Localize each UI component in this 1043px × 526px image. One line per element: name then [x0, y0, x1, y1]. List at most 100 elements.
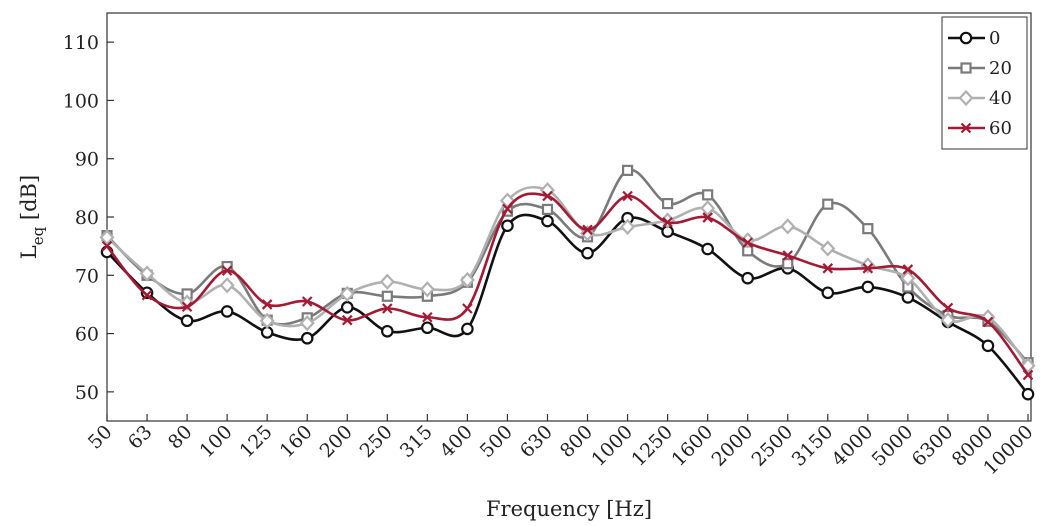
data-point: [862, 223, 874, 235]
data-point: [900, 270, 916, 287]
data-point: [742, 237, 753, 248]
legend-label: 0: [989, 28, 1000, 49]
data-point: [101, 240, 113, 252]
y-axis: 50 60 70 80 90 100 110: [63, 32, 114, 404]
data-point: [1021, 387, 1035, 401]
data-point: [141, 289, 153, 301]
legend-label: 40: [989, 88, 1012, 109]
x-tick-label: 5000: [868, 421, 918, 471]
y-tick-label: 80: [75, 207, 99, 229]
data-point: [822, 198, 834, 210]
x-tick-label: 2000: [707, 421, 757, 471]
data-point: [782, 250, 794, 261]
data-point: [940, 312, 956, 329]
series-60: [101, 190, 1034, 381]
data-point: [702, 189, 714, 201]
data-point: [620, 218, 636, 236]
series-line: [106, 213, 1030, 396]
legend-item: 40: [948, 88, 1012, 109]
data-point: [419, 281, 435, 298]
legend-item: 20: [948, 58, 1012, 79]
data-point: [462, 303, 473, 314]
y-tick-label: 50: [75, 382, 99, 404]
data-point: [259, 312, 275, 329]
data-point: [501, 219, 514, 233]
data-point: [700, 200, 716, 217]
x-tick-label: 1250: [627, 421, 677, 471]
data-point: [901, 291, 915, 304]
data-point: [862, 263, 874, 274]
y-tick-label: 60: [75, 324, 99, 346]
data-point: [339, 285, 355, 303]
data-point: [582, 224, 593, 236]
data-point: [1022, 369, 1034, 381]
data-point: [300, 331, 314, 345]
data-point: [662, 216, 673, 228]
x-tick-label: 1000: [587, 421, 637, 471]
x-tick-label: 500: [476, 421, 517, 462]
x-tick-label: 80: [164, 421, 197, 454]
x-tick-label: 50: [84, 421, 117, 454]
data-point: [780, 218, 796, 235]
data-point: [741, 271, 754, 285]
y-tick-label: 70: [75, 265, 99, 287]
data-point: [220, 305, 234, 318]
legend-label: 20: [989, 58, 1012, 79]
data-point: [981, 339, 995, 353]
data-point: [459, 271, 475, 289]
data-point: [662, 197, 674, 210]
data-point: [180, 314, 194, 328]
legend-item: 60: [948, 118, 1012, 139]
x-tick-label: 630: [516, 421, 557, 462]
x-axis-label: Frequency [Hz]: [486, 497, 652, 521]
x-tick-label: 250: [356, 421, 397, 462]
data-point: [381, 290, 393, 302]
series-layer: [99, 164, 1036, 401]
legend-swatch-marker: [960, 122, 972, 134]
data-point: [219, 277, 235, 294]
data-point: [541, 203, 554, 216]
data-point: [502, 203, 513, 215]
x-tick-label: 4000: [828, 421, 878, 471]
data-point: [261, 299, 273, 310]
y-tick-label: 90: [75, 149, 99, 171]
legend-swatch-marker: [960, 62, 972, 74]
data-point: [621, 164, 634, 176]
data-point: [181, 301, 193, 313]
legend-swatch-marker: [958, 89, 974, 107]
data-point: [702, 212, 713, 223]
x-tick-label: 200: [316, 421, 357, 462]
x-axis: 50 63 801001251602002503154005006308001000…: [84, 414, 1038, 479]
data-point: [542, 190, 553, 202]
legend-swatch-marker: [959, 31, 973, 45]
x-tick-label: 400: [436, 421, 477, 462]
data-point: [581, 246, 594, 260]
data-point: [340, 301, 354, 314]
data-point: [221, 265, 233, 276]
data-point: [902, 264, 914, 275]
data-point: [821, 286, 835, 300]
data-point: [382, 303, 393, 314]
data-point: [861, 280, 875, 294]
x-tick-label: 125: [236, 421, 277, 462]
data-point: [820, 240, 836, 257]
x-tick-label: 3150: [788, 421, 838, 471]
x-tick-label: 1600: [667, 421, 717, 471]
x-tick-label: 2500: [748, 421, 798, 471]
data-point: [422, 311, 433, 323]
data-point: [622, 190, 633, 202]
legend-item: 0: [948, 28, 1000, 49]
x-tick-label: 63: [124, 421, 157, 454]
data-point: [782, 258, 794, 270]
data-point: [982, 316, 994, 328]
data-point: [301, 296, 313, 307]
data-point: [381, 324, 394, 338]
data-point: [421, 321, 434, 335]
x-tick-label: 6300: [908, 421, 958, 471]
x-tick-label: 160: [276, 421, 317, 462]
legend-label: 60: [989, 118, 1012, 139]
data-point: [299, 314, 315, 332]
data-point: [822, 263, 834, 274]
x-tick-label: 315: [396, 421, 437, 462]
